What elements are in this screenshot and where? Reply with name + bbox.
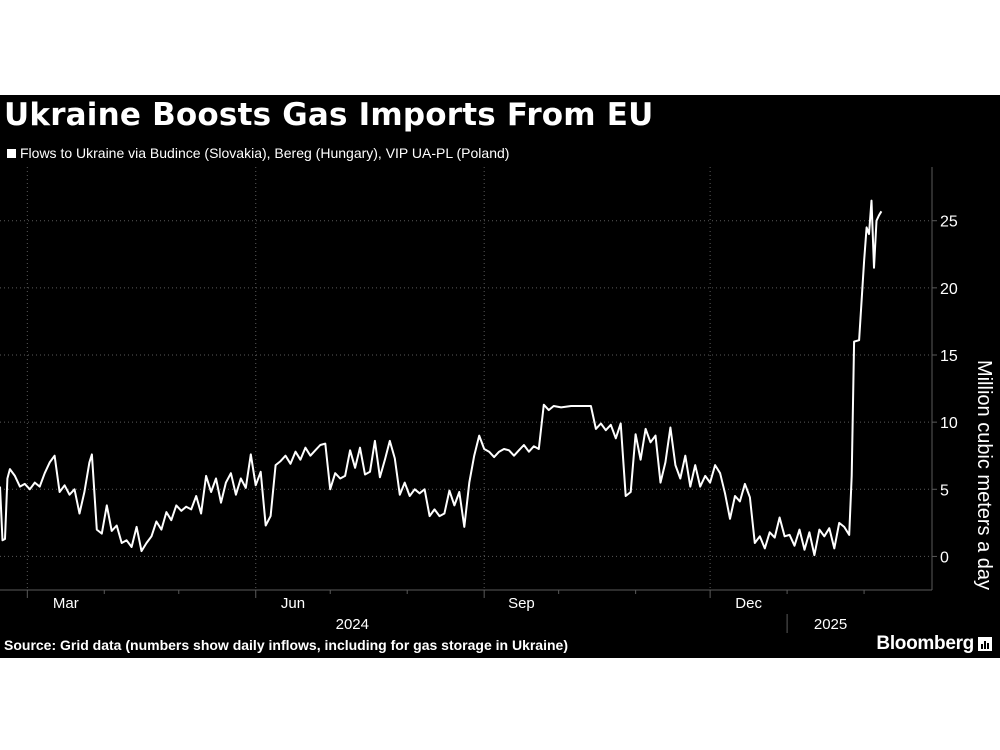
year-label: 2024: [336, 616, 369, 633]
brand-name: Bloomberg: [876, 633, 974, 654]
source-note: Source: Grid data (numbers show daily in…: [4, 637, 568, 653]
legend-label: Flows to Ukraine via Budince (Slovakia),…: [20, 145, 510, 161]
y-axis-label: Million cubic meters a day: [973, 360, 995, 590]
y-tick-label: 25: [940, 214, 958, 231]
x-tick-label: Mar: [53, 595, 79, 612]
y-tick-label: 20: [940, 281, 958, 298]
bloomberg-mark-icon: [978, 637, 992, 651]
y-tick-label: 0: [940, 549, 949, 566]
x-tick-label: Dec: [735, 595, 762, 612]
chart-title: Ukraine Boosts Gas Imports From EU: [4, 97, 654, 133]
y-tick-label: 5: [940, 482, 949, 499]
x-tick-label: Jun: [281, 595, 305, 612]
legend: Flows to Ukraine via Budince (Slovakia),…: [7, 145, 509, 161]
grid-lines: [0, 167, 932, 590]
series-layer: [0, 199, 883, 557]
x-tick-label: Sep: [508, 595, 535, 612]
y-tick-label: 10: [940, 415, 958, 432]
legend-swatch: [7, 148, 16, 158]
year-label: 2025: [814, 616, 847, 633]
bloomberg-logo: Bloomberg: [876, 633, 992, 655]
chart-card: Ukraine Boosts Gas Imports From EU Flows…: [0, 95, 1000, 658]
y-tick-label: 15: [940, 348, 958, 365]
series-line: [0, 199, 883, 557]
